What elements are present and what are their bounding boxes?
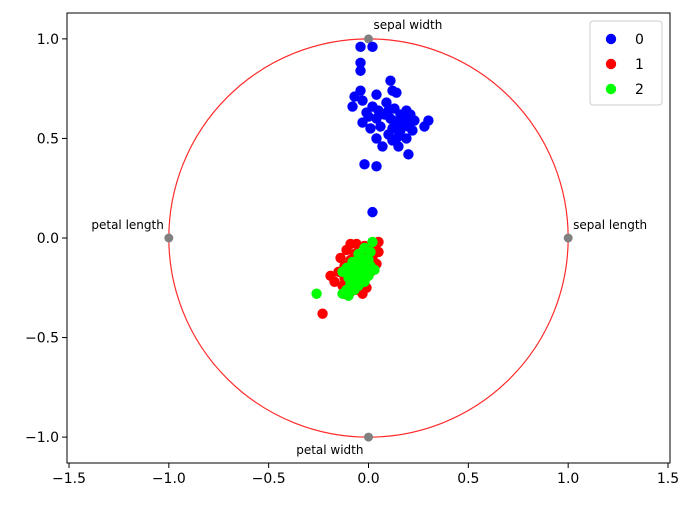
data-point [359,159,370,170]
legend-box [589,20,663,106]
data-point [367,41,378,53]
y-tick-label: 0.0 [37,231,59,247]
anchor-label: sepal length [573,218,647,232]
data-point [357,117,368,128]
legend-marker-2 [605,83,617,95]
data-point [375,121,386,132]
anchor-label: petal length [91,218,163,232]
legend-marker-0 [605,33,617,45]
data-point [355,57,366,68]
data-point [349,91,360,102]
data-point [311,288,322,299]
data-point [401,133,412,144]
anchor-label: petal width [296,443,363,457]
data-point [385,75,396,86]
data-point [329,276,340,288]
axes: −1.5 −1.0 −0.5 0.0 0.5 1.0 1.5 −1.0 −0.5 0.0 0.5 1.… [25,12,679,487]
data-point [391,87,402,98]
series-2 [311,236,380,301]
data-point [351,238,362,250]
data-point [343,290,354,301]
data-point [355,65,366,76]
data-layer [164,34,573,442]
data-point [371,161,382,172]
data-point [403,149,414,160]
data-point [357,95,368,106]
x-tick-label: −0.5 [252,471,286,487]
legend: 0 1 2 [589,20,663,106]
anchor-label: sepal width [374,18,443,32]
data-point [355,41,366,53]
x-tick-label: 1.0 [557,471,579,487]
data-point [371,89,382,100]
y-tick-label: −0.5 [25,331,59,347]
anchor-point [563,233,573,243]
legend-label: 2 [635,82,644,98]
legend-label: 0 [635,32,644,48]
data-point [377,141,388,152]
legend-marker-1 [605,58,617,70]
data-point [419,121,430,132]
y-tick-label: −1.0 [25,430,59,446]
anchor-point [364,432,373,442]
plot-area: sepal length sepal width petal length petal… [91,18,647,457]
data-point [365,246,376,258]
y-tick-label: 1.0 [37,32,59,48]
anchor-point [164,233,174,243]
data-point [371,133,382,144]
data-point [347,101,358,112]
data-point [381,97,392,108]
data-point [393,141,404,152]
x-tick-label: 0.5 [457,471,479,487]
x-tick-label: −1.5 [52,471,86,487]
x-tick-label: 1.5 [657,471,679,487]
data-point [335,252,346,264]
data-point [357,288,368,299]
data-point [365,123,376,134]
x-tick-label: −1.0 [152,471,186,487]
data-point [317,308,328,319]
data-point [407,125,418,136]
data-point [367,236,378,248]
data-point [341,244,352,256]
data-point [349,256,360,268]
y-tick-label: 0.5 [37,131,59,147]
legend-label: 1 [635,57,644,73]
data-point [367,206,378,218]
series-0 [347,41,434,218]
data-point [371,113,382,124]
x-tick-label: 0.0 [357,471,379,487]
anchor-point [364,34,373,44]
data-point [361,268,372,280]
